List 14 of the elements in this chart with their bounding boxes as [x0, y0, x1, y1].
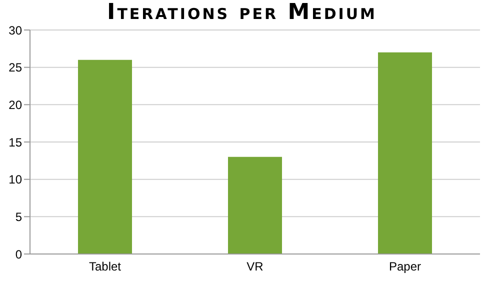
x-tick-label: Tablet [88, 260, 122, 274]
bar [378, 52, 432, 254]
chart-title: Iterations per Medium [107, 0, 377, 25]
y-tick-label: 15 [8, 135, 22, 150]
x-tick-label: Paper [388, 260, 422, 274]
bar [78, 60, 132, 254]
x-tick-label: VR [246, 260, 264, 274]
y-tick-label: 10 [8, 172, 22, 187]
y-tick-label: 25 [8, 60, 22, 75]
y-tick-label: 30 [8, 23, 22, 38]
y-tick-label: 20 [8, 98, 22, 112]
y-tick-label: 5 [15, 210, 22, 224]
y-tick-label: 0 [15, 247, 22, 262]
bar [228, 156, 282, 254]
